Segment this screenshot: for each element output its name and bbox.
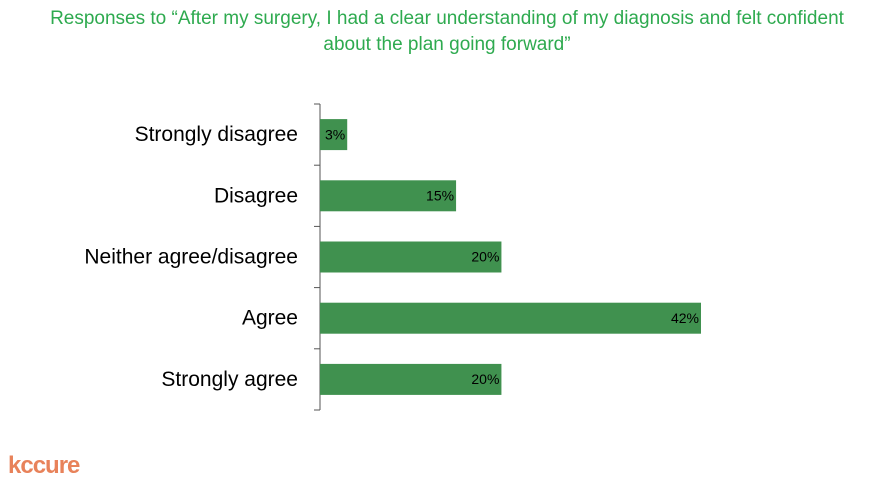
logo: kccure (8, 452, 80, 479)
chart-title: Responses to “After my surgery, I had a … (50, 8, 844, 55)
category-label: Disagree (214, 184, 298, 207)
bar (320, 302, 701, 334)
value-label: 3% (325, 126, 345, 142)
value-label: 20% (471, 249, 499, 265)
category-label: Strongly disagree (135, 123, 298, 146)
category-label: Agree (242, 307, 298, 330)
value-label: 42% (671, 310, 699, 326)
bar (320, 363, 502, 395)
category-label: Strongly agree (161, 368, 298, 391)
value-label: 15% (426, 188, 454, 204)
bar (320, 180, 457, 212)
bar (320, 241, 502, 273)
bar (320, 119, 348, 151)
category-label: Neither agree/disagree (84, 246, 298, 269)
value-label: 20% (471, 371, 499, 387)
